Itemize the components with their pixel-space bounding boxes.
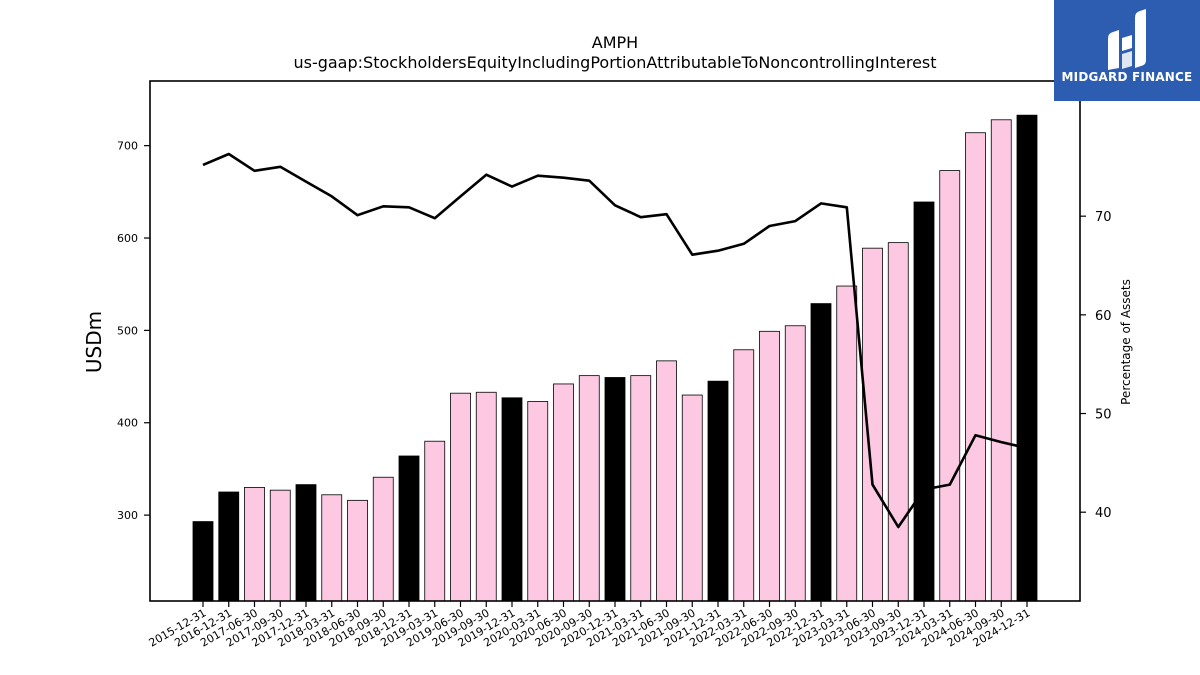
bar-2018-09-30 [372, 476, 394, 602]
bar-2022-09-30 [784, 325, 806, 602]
bar-2021-09-30 [681, 394, 703, 602]
bar-2017-12-31 [295, 484, 317, 602]
bar-2019-09-30 [475, 391, 497, 602]
bar-2019-12-31 [501, 397, 523, 602]
bar-2021-12-31 [707, 380, 729, 602]
bar-2020-09-30 [578, 375, 600, 602]
bar-2019-03-31 [424, 440, 446, 602]
right-tick-label: 60 [1095, 309, 1112, 324]
bar-2018-06-30 [347, 499, 368, 602]
bars-layer [192, 114, 1038, 602]
bar-2016-12-31 [218, 491, 240, 602]
bar-2020-06-30 [553, 383, 574, 602]
left-axis-ticks: 300 400 500 600 700 [117, 140, 150, 522]
brand-logo: MIDGARD FINANCE [1054, 0, 1200, 101]
left-tick-label: 400 [117, 417, 138, 430]
logo-text: MIDGARD FINANCE [1061, 70, 1193, 84]
bar-2023-09-30 [887, 242, 909, 602]
bar-2022-06-30 [759, 330, 780, 602]
bar-2024-03-31 [939, 170, 961, 602]
right-tick-label: 70 [1095, 210, 1112, 225]
right-tick-label: 50 [1095, 408, 1112, 423]
line-layer [202, 152, 1028, 529]
left-tick-label: 700 [117, 140, 138, 153]
bar-2020-03-31 [527, 401, 549, 602]
percentage-of-assets-line [202, 152, 1028, 529]
bar-2018-03-31 [321, 494, 343, 602]
y2-axis-label: Percentage of Assets [1119, 279, 1133, 405]
bar-2015-12-31 [192, 521, 214, 602]
chart-title: AMPH [592, 33, 638, 52]
left-tick-label: 500 [117, 324, 138, 337]
bar-2023-06-30 [862, 247, 883, 602]
bar-2023-03-31 [836, 285, 858, 602]
left-tick-label: 300 [117, 509, 138, 522]
bar-2017-06-30 [244, 486, 265, 602]
bar-2021-06-30 [656, 360, 677, 602]
right-tick-label: 40 [1095, 506, 1112, 521]
y-axis-label: USDm [82, 311, 106, 373]
chart-subtitle: us-gaap:StockholdersEquityIncludingPorti… [293, 53, 936, 72]
left-tick-label: 600 [117, 232, 138, 245]
bar-2024-09-30 [990, 119, 1012, 602]
bar-2018-12-31 [398, 455, 420, 602]
bar-2020-12-31 [604, 377, 626, 602]
midgard-logo-mark-icon [1108, 9, 1146, 70]
right-axis-ticks: 40 50 60 70 [1080, 210, 1112, 521]
bar-2024-06-30 [965, 132, 986, 602]
bar-2021-03-31 [630, 375, 652, 602]
bar-2024-12-31 [1016, 114, 1038, 602]
bar-2022-12-31 [810, 303, 832, 602]
bar-2022-03-31 [733, 349, 755, 602]
bar-2017-09-30 [269, 489, 291, 602]
x-axis-ticks: 2015-12-312016-12-312017-06-302017-09-30… [147, 601, 1033, 650]
bar-2023-12-31 [913, 201, 935, 602]
bar-2019-06-30 [450, 392, 471, 602]
